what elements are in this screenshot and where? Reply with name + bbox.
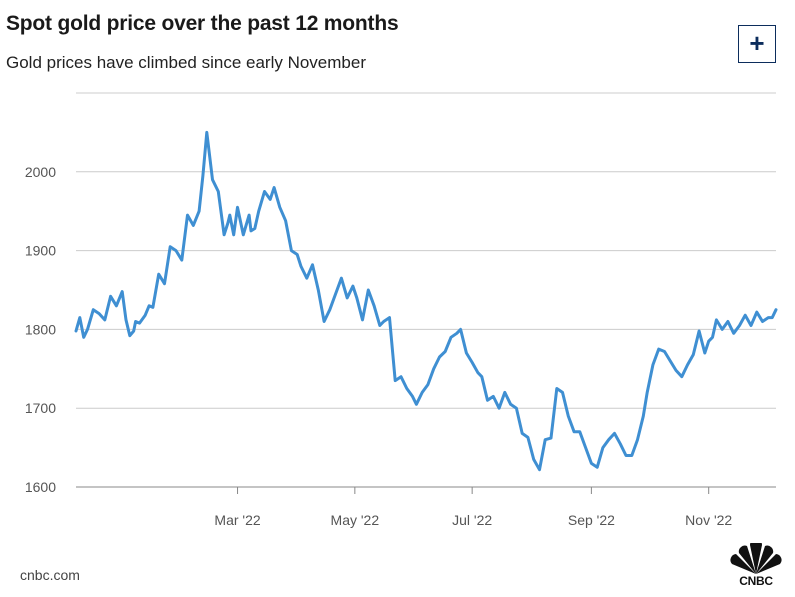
- series-line-gold-price: [74, 130, 778, 472]
- x-tick-label: Nov '22: [685, 512, 732, 528]
- cnbc-logo: CNBC: [727, 539, 785, 588]
- plus-icon: +: [749, 28, 765, 58]
- y-tick-label: 2000: [25, 164, 56, 180]
- x-axis: Mar '22 May '22 Jul '22 Sep '22 Nov '22: [214, 487, 732, 528]
- x-tick-label: Sep '22: [568, 512, 615, 528]
- y-axis: 1600 1700 1800 1900 2000: [25, 164, 56, 495]
- expand-button[interactable]: +: [738, 25, 776, 63]
- y-tick-label: 1700: [25, 400, 56, 416]
- logo-text: CNBC: [739, 574, 773, 588]
- source-label: cnbc.com: [20, 567, 80, 583]
- y-tick-label: 1900: [25, 243, 56, 259]
- x-tick-label: Mar '22: [214, 512, 260, 528]
- y-tick-label: 1800: [25, 321, 56, 337]
- x-tick-label: Jul '22: [452, 512, 492, 528]
- peacock-icon: [730, 539, 782, 574]
- chart-title: Spot gold price over the past 12 months: [6, 12, 399, 35]
- y-tick-label: 1600: [25, 479, 56, 495]
- chart-subtitle: Gold prices have climbed since early Nov…: [6, 53, 366, 72]
- series: [74, 130, 778, 472]
- x-tick-label: May '22: [331, 512, 380, 528]
- grid-lines: [76, 92, 776, 488]
